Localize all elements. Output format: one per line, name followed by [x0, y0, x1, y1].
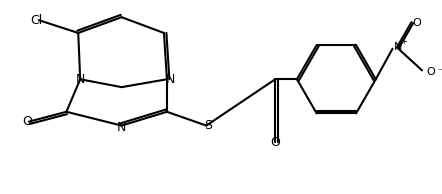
Text: S: S	[204, 119, 212, 132]
Text: O: O	[22, 115, 32, 128]
Text: ⁻: ⁻	[437, 67, 442, 77]
Text: O: O	[271, 136, 280, 149]
Text: N: N	[117, 121, 126, 134]
Text: N: N	[394, 42, 403, 52]
Text: N: N	[166, 73, 175, 86]
Text: Cl: Cl	[31, 14, 43, 27]
Text: N: N	[76, 73, 85, 86]
Text: O: O	[413, 18, 422, 28]
Text: +: +	[400, 37, 407, 46]
Text: O: O	[427, 67, 435, 77]
